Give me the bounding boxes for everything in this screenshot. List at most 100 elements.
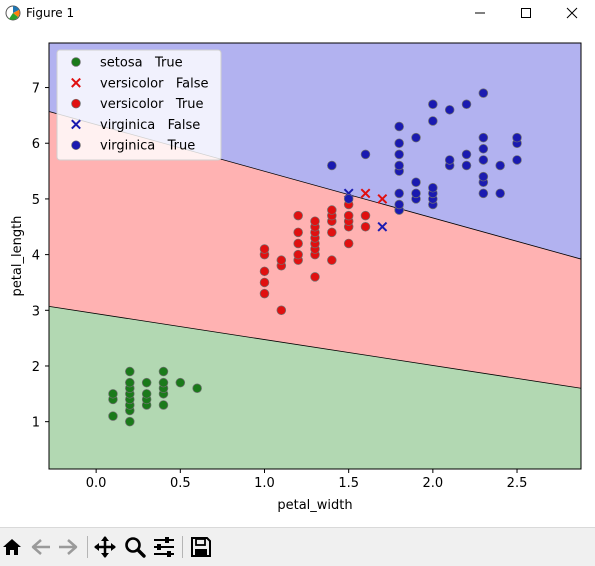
decision-boundary-line xyxy=(48,306,582,389)
virginica-correct-point xyxy=(478,132,489,143)
legend-label: setosa True xyxy=(100,56,183,71)
maximize-button[interactable] xyxy=(503,0,549,26)
virginica-correct-point xyxy=(478,88,489,98)
close-button[interactable] xyxy=(549,0,595,26)
versicolor-correct-point xyxy=(293,210,303,221)
setosa-correct-point xyxy=(125,416,135,427)
x-tick-label: 1.0 xyxy=(254,476,275,491)
forward-arrow-icon xyxy=(59,539,78,555)
setosa-correct-point xyxy=(158,377,169,388)
y-tick-label: 2 xyxy=(32,360,40,375)
zoom-button[interactable] xyxy=(123,535,147,559)
virginica-correct-point xyxy=(411,132,421,143)
setosa-correct-point xyxy=(141,389,152,399)
window-title: Figure 1 xyxy=(26,6,75,20)
versicolor-correct-point xyxy=(259,277,270,288)
virginica-correct-point xyxy=(495,160,505,171)
y-tick-label: 5 xyxy=(32,193,40,208)
virginica-correct-point xyxy=(478,188,489,199)
legend-label: versicolor True xyxy=(100,97,203,112)
virginica-correct-point xyxy=(512,132,522,143)
x-tick-label: 1.5 xyxy=(338,476,359,491)
virginica-correct-point xyxy=(512,155,522,165)
virginica-correct-point xyxy=(478,144,489,154)
versicolor-correct-point xyxy=(343,210,354,221)
versicolor-correct-point xyxy=(360,222,371,232)
home-icon xyxy=(3,539,21,555)
setosa-correct-point xyxy=(158,400,169,410)
pan-button[interactable] xyxy=(93,535,117,559)
versicolor-correct-point xyxy=(259,244,270,254)
y-tick-label: 4 xyxy=(32,249,40,264)
navigation-toolbar xyxy=(0,527,595,566)
setosa-correct-point xyxy=(125,377,135,388)
pan-icon xyxy=(94,536,116,558)
figure-canvas: 0.0 0.5 1.0 1.5 2.0 2.5 1 2 3 4 5 6 7 petal_width peta… xyxy=(0,26,595,527)
versicolor-correct-point xyxy=(259,266,270,277)
versicolor-correct-point xyxy=(259,288,270,299)
configure-subplots-icon xyxy=(154,537,174,557)
setosa-correct-point xyxy=(108,389,118,399)
x-axis-label: petal_width xyxy=(277,498,352,513)
versicolor-correct-point xyxy=(327,227,337,238)
legend-label: virginica True xyxy=(100,139,195,154)
versicolor-correct-point xyxy=(276,305,287,316)
legend-marker xyxy=(71,57,81,67)
zoom-icon xyxy=(125,537,146,558)
back-arrow-icon xyxy=(31,539,50,555)
legend-marker xyxy=(71,77,81,88)
toolbar-separator xyxy=(182,536,183,558)
y-tick-label: 6 xyxy=(32,137,40,152)
home-button[interactable] xyxy=(0,535,24,559)
virginica-correct-point xyxy=(444,155,455,165)
y-tick-label: 1 xyxy=(32,416,40,431)
virginica-correct-point xyxy=(360,149,371,160)
virginica-correct-point xyxy=(411,188,421,199)
back-button[interactable] xyxy=(29,535,53,559)
virginica-correct-point xyxy=(394,160,404,171)
save-icon xyxy=(191,537,211,557)
versicolor-correct-point xyxy=(360,210,371,221)
legend-label: virginica False xyxy=(100,118,200,133)
setosa-correct-point xyxy=(192,383,202,394)
virginica-correct-point xyxy=(327,160,337,171)
x-tick-label: 2.0 xyxy=(423,476,444,491)
setosa-correct-point xyxy=(108,411,118,421)
versicolor-correct-point xyxy=(293,249,303,260)
virginica-correct-point xyxy=(394,138,404,148)
x-tick-label: 0.5 xyxy=(170,476,191,491)
legend-label: versicolor False xyxy=(100,76,208,91)
versicolor-correct-point xyxy=(293,238,303,249)
maximize-icon xyxy=(521,8,531,18)
forward-button[interactable] xyxy=(56,535,80,559)
save-button[interactable] xyxy=(189,535,213,559)
y-tick-label: 3 xyxy=(32,304,40,319)
virginica-correct-point xyxy=(461,99,472,110)
y-tick-label: 7 xyxy=(32,82,40,97)
virginica-correct-point xyxy=(394,199,404,210)
virginica-correct-point xyxy=(478,171,489,182)
configure-subplots-button[interactable] xyxy=(152,535,176,559)
close-icon xyxy=(566,7,578,19)
setosa-correct-point xyxy=(125,366,135,377)
versicolor-correct-point xyxy=(327,205,337,215)
toolbar-separator xyxy=(87,536,88,558)
setosa-correct-point xyxy=(158,366,169,377)
minimize-button[interactable] xyxy=(457,0,503,26)
virginica-correct-point xyxy=(428,183,438,193)
matplotlib-app-icon xyxy=(5,5,21,21)
virginica-correct-point xyxy=(394,121,404,132)
legend-marker xyxy=(71,119,81,130)
setosa-correct-point xyxy=(141,377,152,388)
versicolor-correct-point xyxy=(293,227,303,238)
decision-region-scatter-chart: 0.0 0.5 1.0 1.5 2.0 2.5 1 2 3 4 5 6 7 petal_width peta… xyxy=(10,42,582,513)
versicolor-correct-point xyxy=(343,238,354,249)
virginica-misclassified-point xyxy=(377,221,388,232)
x-tick-label: 2.5 xyxy=(507,476,528,491)
versicolor-misclassified-point xyxy=(377,194,388,204)
minimize-icon xyxy=(475,12,485,14)
legend-marker xyxy=(71,140,81,150)
virginica-correct-point xyxy=(495,188,505,199)
legend-marker xyxy=(71,98,81,109)
x-tick-label: 0.0 xyxy=(86,476,107,491)
